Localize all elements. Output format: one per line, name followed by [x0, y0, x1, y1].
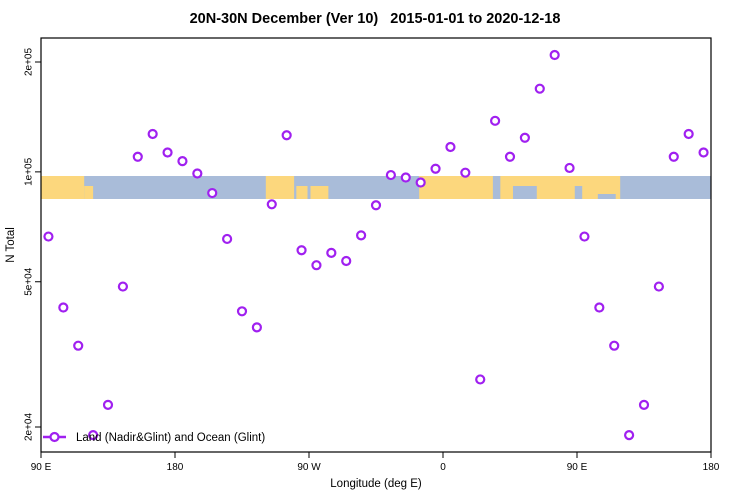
ocean-cutout	[597, 194, 616, 199]
data-point	[490, 115, 501, 126]
data-point	[579, 231, 590, 242]
data-point	[236, 306, 248, 317]
data-point	[698, 147, 709, 158]
data-point	[73, 340, 84, 351]
data-point	[638, 399, 650, 410]
ocean-cutout	[574, 186, 583, 199]
x-tick-label: 90 E	[31, 462, 52, 473]
data-point	[117, 281, 128, 292]
data-point	[683, 128, 694, 140]
data-point	[192, 168, 203, 179]
data-point	[624, 430, 635, 441]
x-tick-label: 180	[167, 462, 184, 473]
x-tick-label: 90 W	[297, 462, 321, 473]
legend-label: Land (Nadir&Glint) and Ocean (Glint)	[76, 432, 265, 444]
data-point	[415, 177, 426, 188]
ocean-cutout	[492, 176, 501, 199]
y-tick-label: 2e+04	[24, 413, 35, 442]
data-point	[445, 141, 456, 153]
data-point	[177, 156, 188, 167]
data-point	[385, 169, 396, 181]
data-point	[326, 247, 337, 258]
data-point	[668, 151, 679, 162]
x-tick-label: 180	[703, 462, 720, 473]
land-segment	[265, 176, 295, 199]
ocean-cutout	[512, 186, 537, 199]
land-segment	[296, 186, 308, 199]
land-segment	[84, 186, 94, 199]
x-axis-title: Longitude (deg E)	[330, 478, 422, 490]
legend: Land (Nadir&Glint) and Ocean (Glint)	[43, 431, 265, 444]
data-point	[400, 172, 411, 183]
data-point	[460, 167, 471, 178]
map-band	[41, 176, 711, 199]
x-tick-label: 0	[440, 462, 446, 473]
y-axis-title: N Total	[5, 227, 17, 263]
data-point	[43, 231, 54, 242]
data-point	[341, 255, 352, 267]
x-tick-label: 90 E	[567, 462, 588, 473]
x-axis: 90 E 180 90 W 0 90 E 180	[31, 452, 720, 473]
data-point	[653, 281, 664, 292]
data-point	[430, 163, 441, 174]
data-point	[356, 230, 367, 241]
y-tick-label: 5e+04	[24, 267, 35, 296]
data-point	[296, 245, 307, 256]
data-point	[58, 302, 69, 313]
data-point	[147, 128, 158, 140]
data-point	[162, 147, 173, 158]
data-point	[222, 233, 233, 245]
chart-title: 20N-30N December (Ver 10) 2015-01-01 to …	[189, 11, 561, 27]
data-point	[519, 132, 530, 143]
land-segment	[41, 176, 85, 199]
data-point	[281, 130, 292, 141]
data-point	[534, 83, 545, 94]
data-point	[475, 374, 486, 385]
data-point	[370, 200, 382, 211]
data-point	[549, 49, 560, 61]
data-point	[609, 340, 620, 351]
data-point	[102, 399, 114, 410]
data-point	[594, 302, 605, 313]
land-segment	[310, 186, 329, 199]
data-point	[207, 187, 218, 199]
data-point	[251, 322, 262, 333]
data-point	[564, 162, 575, 174]
data-point	[311, 260, 322, 271]
data-points	[43, 49, 709, 441]
y-axis: 2e+04 5e+04 1e+05 2e+05	[24, 48, 41, 442]
data-point	[266, 199, 277, 210]
y-tick-label: 1e+05	[24, 157, 35, 186]
plot-border	[40, 37, 712, 453]
data-point	[88, 430, 99, 441]
data-point	[504, 151, 516, 162]
y-tick-label: 2e+05	[24, 48, 35, 77]
legend-point-symbol	[49, 431, 60, 443]
data-point	[132, 151, 143, 162]
